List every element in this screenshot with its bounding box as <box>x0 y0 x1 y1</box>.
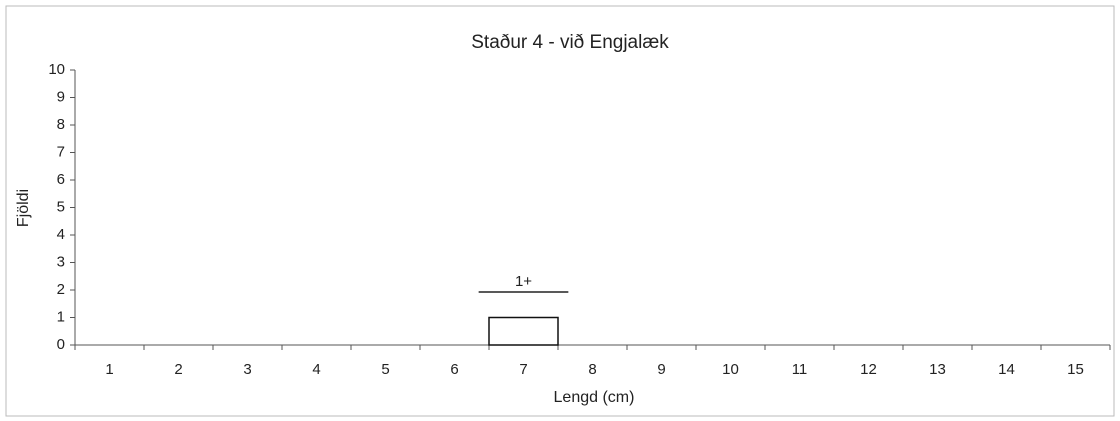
y-tick-label: 10 <box>48 61 65 78</box>
x-axis-title: Lengd (cm) <box>554 389 635 406</box>
y-tick-label: 0 <box>57 336 65 353</box>
annotation: 1+ <box>515 273 532 290</box>
x-tick-label: 7 <box>519 361 527 378</box>
x-tick-label: 12 <box>860 361 877 378</box>
x-tick-label: 6 <box>450 361 458 378</box>
x-tick-label: 4 <box>312 361 320 378</box>
y-tick-label: 7 <box>57 143 65 160</box>
x-tick-label: 8 <box>588 361 596 378</box>
bar <box>488 316 559 346</box>
y-tick-label: 2 <box>57 281 65 298</box>
y-tick-label: 4 <box>57 226 65 243</box>
x-tick-label: 9 <box>657 361 665 378</box>
x-tick-label: 11 <box>792 361 808 378</box>
y-axis-title: Fjöldi <box>15 189 32 227</box>
y-tick-label: 8 <box>57 116 65 133</box>
y-tick-label: 9 <box>57 88 65 105</box>
y-tick-label: 1 <box>57 308 65 325</box>
x-tick-label: 13 <box>929 361 946 378</box>
x-tick-label: 3 <box>243 361 251 378</box>
chart-title: Staður 4 - við Engjalæk <box>471 32 669 53</box>
x-tick-label: 1 <box>105 361 113 378</box>
y-tick-label: 3 <box>57 253 65 270</box>
x-tick-label: 15 <box>1067 361 1084 378</box>
y-tick-label: 5 <box>57 198 65 215</box>
y-tick-label: 6 <box>57 171 65 188</box>
x-tick-label: 10 <box>722 361 739 378</box>
x-tick-label: 5 <box>381 361 389 378</box>
x-tick-label: 14 <box>998 361 1015 378</box>
x-tick-label: 2 <box>174 361 182 378</box>
chart-frame <box>5 5 1115 417</box>
